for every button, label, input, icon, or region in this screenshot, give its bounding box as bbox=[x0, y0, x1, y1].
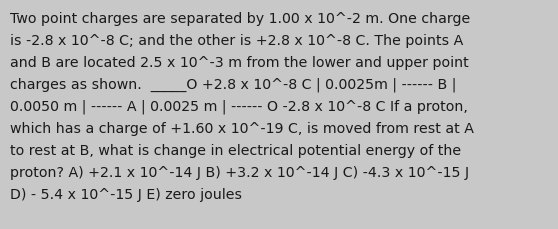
Text: to rest at B, what is change in electrical potential energy of the: to rest at B, what is change in electric… bbox=[10, 143, 461, 157]
Text: 0.0050 m | ------ A | 0.0025 m | ------ O -2.8 x 10^-8 C If a proton,: 0.0050 m | ------ A | 0.0025 m | ------ … bbox=[10, 100, 468, 114]
Text: and B are located 2.5 x 10^-3 m from the lower and upper point: and B are located 2.5 x 10^-3 m from the… bbox=[10, 56, 469, 70]
Text: proton? A) +2.1 x 10^-14 J B) +3.2 x 10^-14 J C) -4.3 x 10^-15 J: proton? A) +2.1 x 10^-14 J B) +3.2 x 10^… bbox=[10, 165, 469, 179]
Text: D) - 5.4 x 10^-15 J E) zero joules: D) - 5.4 x 10^-15 J E) zero joules bbox=[10, 187, 242, 201]
Text: is -2.8 x 10^-8 C; and the other is +2.8 x 10^-8 C. The points A: is -2.8 x 10^-8 C; and the other is +2.8… bbox=[10, 34, 463, 48]
Text: Two point charges are separated by 1.00 x 10^-2 m. One charge: Two point charges are separated by 1.00 … bbox=[10, 12, 470, 26]
Text: charges as shown.  _____O +2.8 x 10^-8 C | 0.0025m | ------ B |: charges as shown. _____O +2.8 x 10^-8 C … bbox=[10, 78, 456, 92]
Text: which has a charge of +1.60 x 10^-19 C, is moved from rest at A: which has a charge of +1.60 x 10^-19 C, … bbox=[10, 121, 474, 135]
